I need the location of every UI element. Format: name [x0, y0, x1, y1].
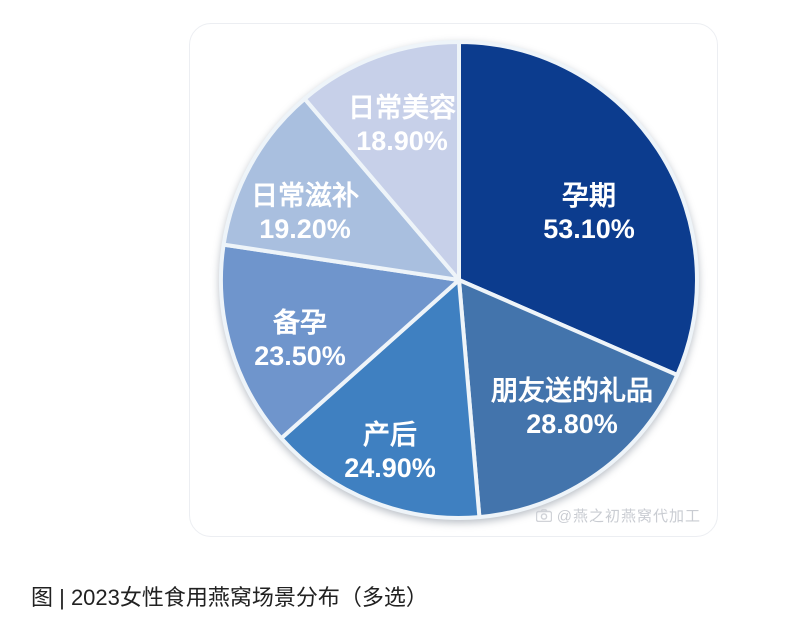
pie-slice-gift-from-friends — [457, 278, 680, 520]
pie-slice-label-pregnancy-preparation: 备孕 23.50% — [254, 308, 346, 371]
pie-slice-postpartum — [279, 278, 482, 520]
pie-chart: 孕期 53.10% 朋友送的礼品 28.80% 产后 24.90% 备孕 23.50% 日常滋补… — [218, 40, 699, 520]
figure-caption: 图 | 2023女性食用燕窝场景分布（多选） — [31, 585, 428, 610]
chart-card: 孕期 53.10% 朋友送的礼品 28.80% 产后 24.90% 备孕 23.50% 日常滋补… — [189, 23, 718, 537]
camera-icon — [535, 509, 552, 522]
pie-slice-pregnancy — [457, 40, 699, 377]
pie-slice-label-postpartum: 产后 24.90% — [344, 420, 436, 483]
pie-slice-pregnancy-preparation — [218, 242, 461, 441]
pie-slice-label-gift-from-friends: 朋友送的礼品 28.80% — [491, 375, 653, 439]
pie-slice-daily-beauty — [302, 40, 461, 282]
pie-slice-label-daily-nourishment: 日常滋补 19.20% — [251, 181, 359, 244]
pie-slice-label-pregnancy: 孕期 53.10% — [543, 181, 635, 244]
watermark-text: @燕之初燕窝代加工 — [556, 508, 701, 525]
pie-slice-daily-nourishment — [221, 96, 461, 282]
pie-slice-label-daily-beauty: 日常美容 18.90% — [348, 92, 456, 156]
watermark: @燕之初燕窝代加工 — [535, 505, 701, 526]
